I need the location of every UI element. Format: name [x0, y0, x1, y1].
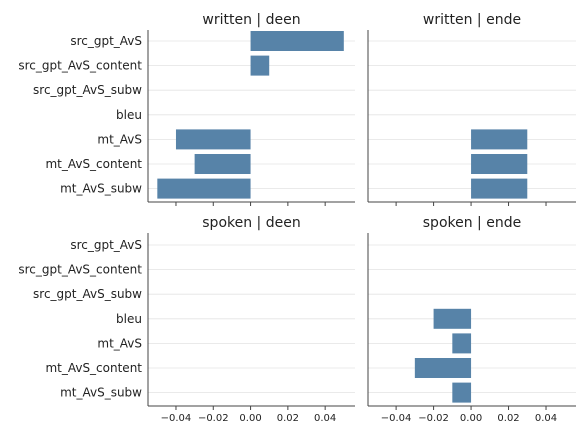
- category-label: src_gpt_AvS_content: [18, 59, 142, 73]
- category-label: mt_AvS_subw: [60, 386, 142, 400]
- panel-title: written | ende: [423, 12, 521, 28]
- bar: [157, 178, 251, 199]
- bar: [471, 154, 528, 174]
- panel-title: spoken | ende: [423, 215, 521, 231]
- panel-title: spoken | deen: [202, 215, 300, 231]
- category-label: src_gpt_AvS_subw: [33, 287, 142, 301]
- bar: [452, 333, 472, 354]
- category-label: src_gpt_AvS: [70, 238, 142, 252]
- bar: [471, 129, 528, 150]
- x-tick-label: 0.02: [497, 413, 519, 423]
- x-tick-label: −0.04: [161, 413, 192, 423]
- x-tick-label: 0.04: [535, 413, 557, 423]
- panel-written-ende: written | ende: [367, 12, 576, 206]
- category-label: src_gpt_AvS_content: [18, 263, 142, 277]
- bar: [250, 55, 270, 76]
- category-label: src_gpt_AvS_subw: [33, 83, 142, 97]
- panel-spoken-deen: spoken | deen src_gpt_AvS src_gpt_AvS_cont…: [18, 215, 355, 423]
- category-label: mt_AvS_content: [45, 157, 142, 171]
- x-tick-label: 0.00: [239, 413, 261, 423]
- category-label: mt_AvS: [97, 132, 142, 146]
- category-label: bleu: [116, 312, 142, 326]
- category-label: mt_AvS_content: [45, 361, 142, 375]
- x-tick-label: 0.04: [314, 413, 336, 423]
- category-label: mt_AvS_subw: [60, 182, 142, 196]
- panel-spoken-ende: spoken | ende −0.04 −0.02 0.00 0.02 0.04: [367, 215, 576, 423]
- x-tick-label: −0.04: [381, 413, 412, 423]
- bar: [471, 178, 528, 199]
- bar: [452, 382, 472, 403]
- bar: [250, 31, 344, 51]
- category-label: src_gpt_AvS: [70, 34, 142, 48]
- bar: [175, 129, 251, 150]
- panel-written-deen: written | deen src_gpt_AvS src_gpt_AvS_con…: [18, 12, 355, 206]
- x-tick-label: 0.00: [460, 413, 482, 423]
- x-tick-label: −0.02: [418, 413, 449, 423]
- bar: [194, 154, 251, 174]
- x-tick-label: −0.02: [198, 413, 229, 423]
- panel-title: written | deen: [202, 12, 300, 28]
- category-label: bleu: [116, 108, 142, 122]
- category-label: mt_AvS: [97, 336, 142, 350]
- bar: [414, 358, 472, 378]
- x-tick-label: 0.02: [277, 413, 299, 423]
- bar: [433, 308, 472, 329]
